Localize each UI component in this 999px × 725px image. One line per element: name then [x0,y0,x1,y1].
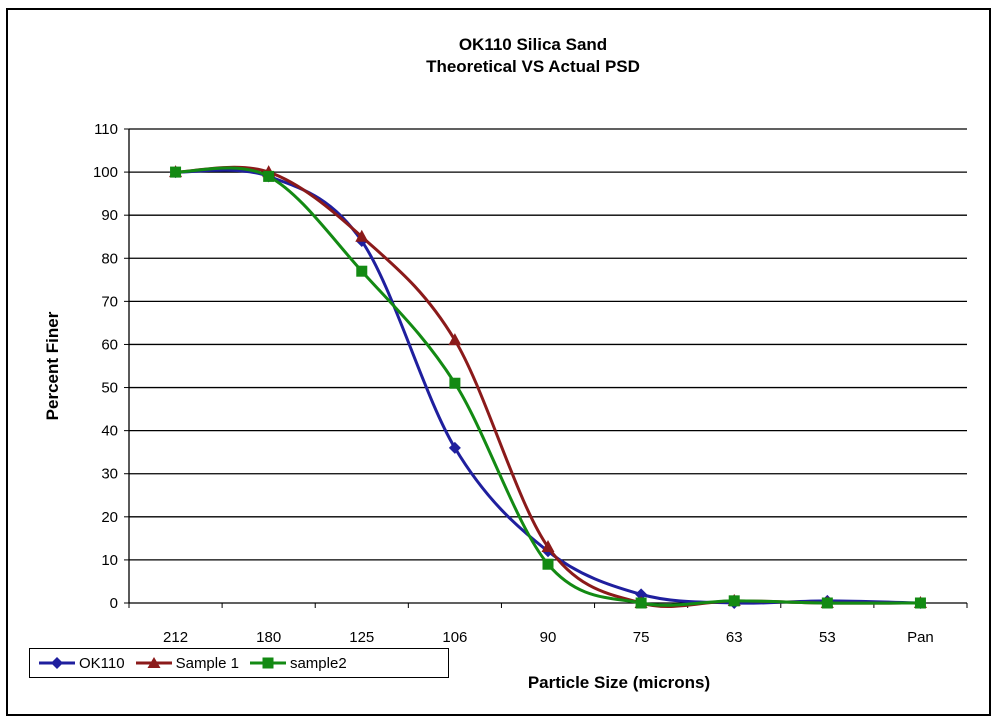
y-tick-label-110: 110 [94,121,118,138]
x-tick-label-180: 180 [256,629,281,646]
point-sample2-212 [170,166,182,178]
y-axis-title: Percent Finer [43,311,62,420]
legend-item-sample2: sample2 [249,655,347,672]
x-tick-label-212: 212 [163,629,188,646]
x-tick-label-125: 125 [349,629,374,646]
x-tick-label-53: 53 [819,629,836,646]
point-sample2-90 [542,558,554,570]
point-sample-1-125 [355,229,369,242]
y-tick-label-100: 100 [93,164,118,181]
legend-item-sample-1: Sample 1 [135,655,239,672]
y-tick-label-10: 10 [101,552,118,569]
point-sample2-180 [263,170,275,182]
point-ok110-106 [448,441,461,454]
legend-swatch-sample2 [249,657,286,669]
series-line-ok110 [175,168,921,605]
y-tick-label-30: 30 [101,466,118,483]
legend-label-sample2: sample2 [289,654,347,672]
legend-swatch-sample-1 [135,657,172,668]
x-tick-label-90: 90 [540,629,557,646]
legend-item-ok110: OK110 [38,655,125,672]
point-sample2-pan [914,597,926,609]
y-tick-label-20: 20 [101,509,118,526]
point-sample2-125 [356,265,368,277]
x-tick-label-75: 75 [633,629,650,646]
y-tick-label-90: 90 [101,207,118,224]
y-tick-label-50: 50 [101,380,118,397]
point-sample2-53 [821,597,833,609]
chart-title-line-1: OK110 Silica Sand [459,35,607,54]
y-tick-label-0: 0 [110,595,118,612]
y-tick-label-70: 70 [101,293,118,310]
point-sample2-63 [728,595,740,607]
legend-label-sample-1: Sample 1 [175,654,239,672]
point-ok110-75 [635,588,648,601]
x-axis-title: Particle Size (microns) [528,673,710,692]
x-tick-label-63: 63 [726,629,743,646]
legend-swatch-ok110 [39,657,75,669]
series-line-sample2 [175,166,921,607]
y-tick-label-60: 60 [101,336,118,353]
legend-label-ok110: OK110 [79,654,125,672]
y-tick-label-40: 40 [101,423,118,440]
point-sample-1-106 [448,333,462,346]
x-tick-label-106: 106 [442,629,467,646]
x-tick-label-Pan: Pan [907,629,934,646]
chart-title-line-2: Theoretical VS Actual PSD [426,57,640,76]
point-sample-1-90 [541,539,555,552]
y-tick-label-80: 80 [101,250,118,267]
point-sample2-106 [449,377,461,389]
point-sample2-75 [635,597,647,609]
chart-legend: OK110 Sample 1 sample2 [29,648,449,678]
